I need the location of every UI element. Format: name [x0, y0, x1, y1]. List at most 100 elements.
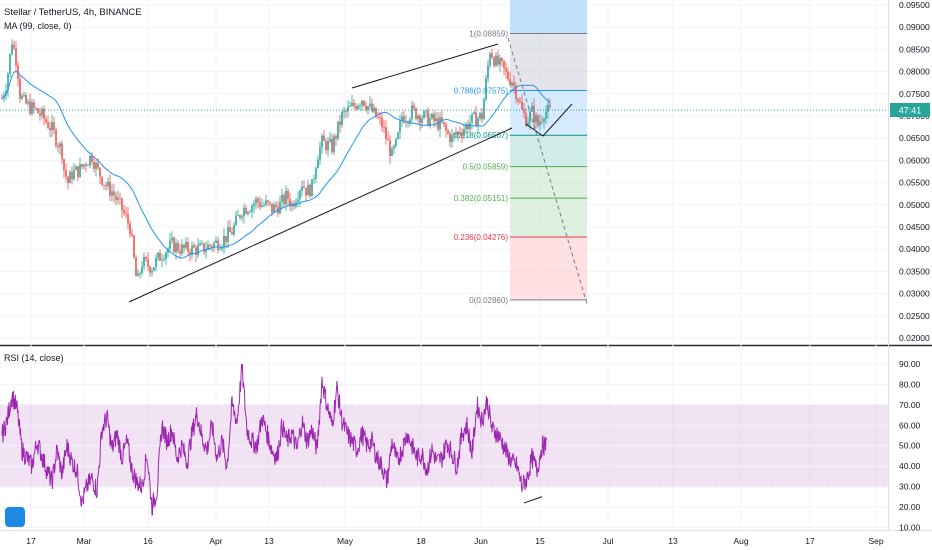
candle-body [537, 115, 539, 126]
candle-body [261, 205, 263, 207]
candle-body [499, 58, 501, 65]
current-price-badge [890, 103, 930, 117]
candle-body [113, 191, 115, 196]
candle-body [367, 106, 369, 110]
candle-body [259, 201, 261, 207]
time-tick-label: 13 [264, 536, 274, 546]
candle-body [377, 117, 379, 118]
fib-level-label: 0(0.02860) [469, 296, 508, 305]
candle-body [101, 176, 103, 185]
candle-body [545, 111, 547, 120]
candle-body [195, 247, 197, 255]
candle-body [139, 273, 141, 274]
candle-body [357, 105, 359, 110]
candle-body [427, 110, 429, 126]
rsi-line [1, 363, 547, 516]
candle-body [379, 117, 381, 119]
candle-body [411, 105, 413, 120]
candle-body [175, 243, 177, 253]
price-tick-label: 0.02000 [899, 333, 930, 343]
fib-top-zone [510, 0, 587, 34]
price-tick-label: 0.04000 [899, 244, 930, 254]
candle-body [237, 215, 239, 217]
price-tick-label: 0.05500 [899, 178, 930, 188]
fib-zone [510, 236, 587, 300]
candle-body [395, 138, 397, 147]
candle-body [549, 104, 551, 107]
candle-body [381, 117, 383, 128]
candle-body [317, 159, 319, 169]
candle-body [189, 251, 191, 256]
candle-body [177, 243, 179, 251]
time-tick-label: Aug [733, 536, 748, 546]
candle-body [115, 195, 117, 200]
candle-body [423, 111, 425, 119]
candle-body [483, 99, 485, 120]
candle-body [303, 186, 305, 188]
candle-body [459, 131, 461, 135]
breakout-trendline [525, 103, 573, 137]
candle-body [477, 118, 479, 127]
candle-body [347, 106, 349, 112]
candle-body [387, 138, 389, 141]
candle-body [13, 44, 15, 49]
candle-body [217, 240, 219, 250]
candle-body [523, 109, 525, 114]
fib-zone [510, 33, 587, 91]
candle-body [241, 216, 243, 218]
time-tick-label: Jul [603, 536, 614, 546]
candle-body [403, 116, 405, 123]
fib-trend-line [507, 37, 588, 305]
time-tick-label: 18 [416, 536, 426, 546]
price-tick-label: 0.09000 [899, 22, 930, 32]
candle-body [535, 115, 537, 123]
candle-body [375, 107, 377, 118]
candle-body [299, 190, 301, 200]
candle-body [61, 143, 63, 160]
candle-body [155, 257, 157, 267]
candle-body [173, 237, 175, 253]
candle-body [429, 118, 431, 126]
candle-body [397, 132, 399, 139]
candle-body [461, 134, 463, 136]
candle-body [235, 215, 237, 225]
candle-body [187, 242, 189, 252]
candle-body [179, 250, 181, 254]
candle-body [485, 78, 487, 100]
candle-body [439, 117, 441, 130]
tradingview-logo-icon[interactable] [5, 507, 25, 527]
time-tick-label: Apr [209, 536, 222, 546]
candle-body [369, 103, 371, 107]
candle-body [227, 227, 229, 242]
candle-body [9, 54, 11, 74]
support-trendline [128, 127, 513, 303]
candle-body [475, 112, 477, 127]
candle-body [267, 200, 269, 203]
rsi-tick-label: 90.00 [899, 359, 921, 369]
time-tick-label: 15 [535, 536, 545, 546]
candle-body [321, 135, 323, 147]
candle-body [445, 124, 447, 131]
candle-body [279, 201, 281, 214]
candle-body [5, 90, 7, 96]
candle-body [389, 140, 391, 157]
candle-body [213, 242, 215, 248]
candle-body [349, 105, 351, 107]
fib-zone [510, 90, 587, 136]
candle-body [135, 257, 137, 277]
time-tick-label: Jun [474, 536, 488, 546]
price-tick-label: 0.06500 [899, 133, 930, 143]
candle-body [163, 259, 165, 260]
candle-body [287, 190, 289, 200]
candle-body [435, 118, 437, 122]
candle-body [337, 121, 339, 139]
candle-body [197, 245, 199, 255]
rsi-legend: RSI (14, close) [4, 353, 64, 363]
candle-body [285, 190, 287, 204]
candle-body [489, 53, 491, 66]
candle-body [245, 207, 247, 214]
rsi-tick-label: 40.00 [899, 461, 921, 471]
time-tick-label: 17 [805, 536, 815, 546]
candle-body [507, 71, 509, 80]
